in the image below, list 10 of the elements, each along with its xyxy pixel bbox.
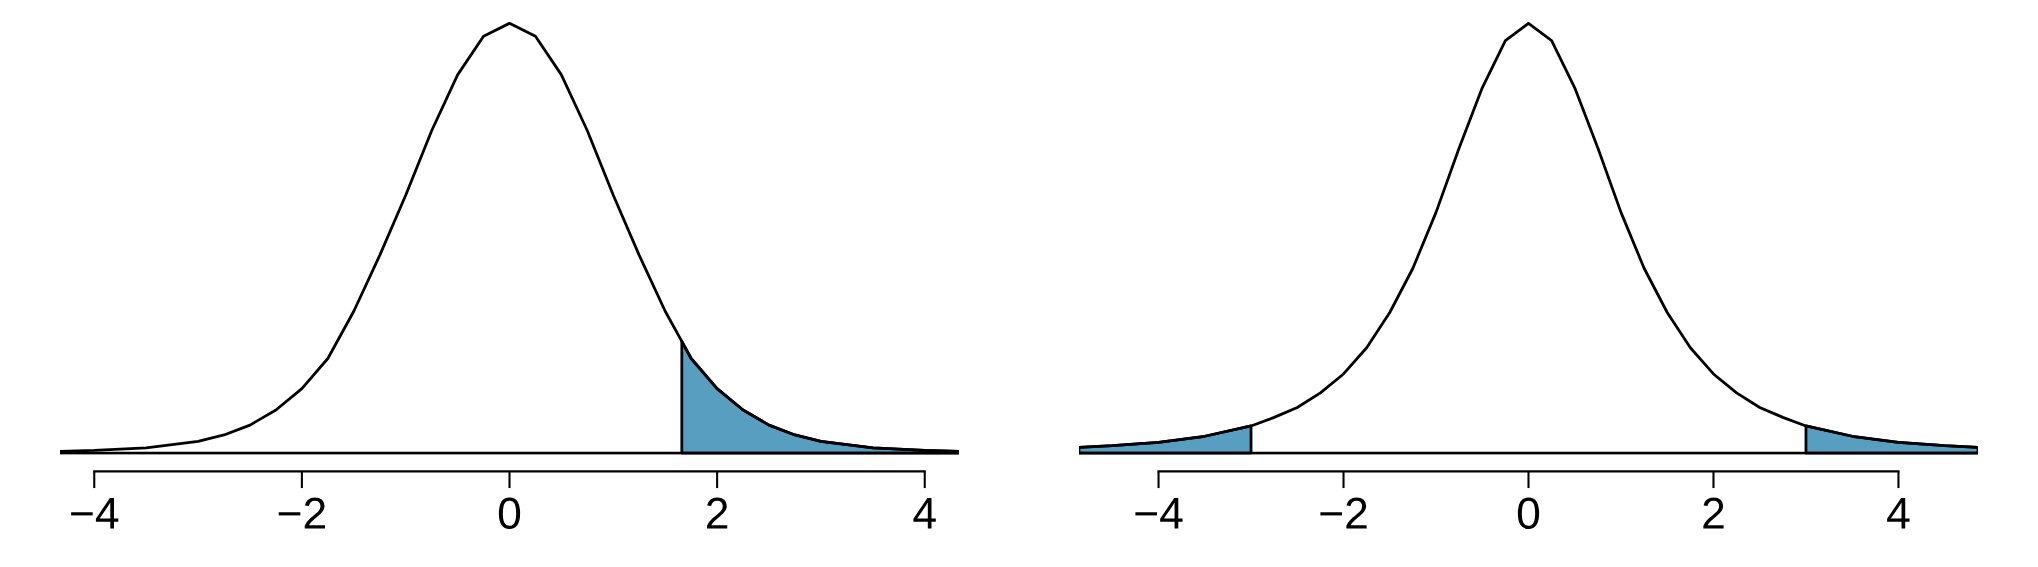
x-tick-label: −2 bbox=[1320, 497, 1367, 529]
x-tick-label: 2 bbox=[707, 497, 728, 529]
x-tick-label: 0 bbox=[498, 497, 521, 530]
x-tick-label: −4 bbox=[1135, 498, 1183, 529]
x-tick-label: 2 bbox=[1703, 497, 1724, 529]
x-tick-label: −4 bbox=[71, 498, 119, 529]
x-tick-label: 0 bbox=[1517, 497, 1540, 530]
x-tick-label: −2 bbox=[278, 497, 325, 529]
x-tick-label: 4 bbox=[1887, 498, 1910, 529]
x-tick-label: 4 bbox=[913, 498, 936, 529]
